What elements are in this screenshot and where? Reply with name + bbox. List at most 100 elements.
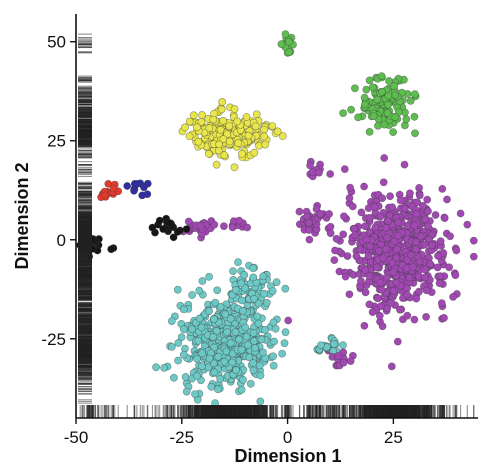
data-point-green (385, 77, 393, 85)
data-point-purple (445, 263, 453, 272)
data-point-yellow (212, 160, 221, 169)
data-point-teal (188, 291, 196, 299)
data-point-purple (392, 278, 401, 287)
data-point-green (339, 109, 347, 117)
data-point-teal (214, 352, 223, 361)
data-point-purple (410, 315, 419, 324)
data-point-purple (451, 271, 460, 280)
data-point-purple (362, 235, 371, 244)
data-point-yellow (233, 117, 242, 126)
data-point-green (281, 30, 290, 38)
data-point-yellow (185, 117, 194, 126)
data-point-purple (325, 210, 333, 218)
data-point-teal (194, 336, 203, 345)
data-point-purple (228, 223, 237, 232)
data-point-green (383, 108, 392, 117)
data-point-green (360, 100, 369, 109)
data-point-purple (469, 252, 478, 261)
data-point-purple (409, 263, 417, 272)
data-point-purple (184, 217, 193, 226)
data-point-purple (412, 238, 420, 247)
data-point-yellow (242, 113, 251, 121)
data-point-yellow (250, 148, 259, 157)
data-point-teal (198, 362, 206, 371)
data-point-purple (330, 256, 339, 264)
data-point-yellow (225, 137, 234, 146)
data-point-purple (351, 231, 359, 239)
data-point-teal (245, 353, 254, 362)
data-point-teal (235, 335, 243, 344)
data-point-purple (463, 220, 472, 229)
data-point-purple (379, 178, 388, 187)
data-point-purple (371, 223, 380, 232)
data-point-black (182, 225, 191, 233)
data-point-yellow (251, 122, 260, 131)
data-point-purple (384, 217, 393, 225)
data-point-teal (177, 333, 186, 341)
data-point-teal (152, 363, 160, 372)
data-point-purple (434, 252, 442, 260)
data-point-purple (375, 246, 383, 255)
data-point-yellow (234, 139, 243, 147)
data-point-purple (360, 321, 369, 330)
data-point-teal (209, 332, 217, 341)
data-point-purple (365, 272, 374, 280)
data-point-purple (392, 253, 401, 262)
data-point-purple (345, 194, 354, 202)
data-point-purple (396, 196, 405, 205)
data-point-purple (469, 236, 478, 245)
data-point-green (402, 115, 411, 124)
data-point-teal (237, 279, 246, 288)
data-point-purple (196, 221, 205, 230)
data-point-purple (339, 212, 348, 221)
data-point-teal (216, 302, 225, 311)
data-point-purple (376, 212, 385, 221)
left-rug (78, 33, 92, 404)
data-point-teal (205, 307, 213, 316)
data-point-purple (361, 266, 370, 275)
data-point-purple (412, 210, 421, 219)
data-point-teal (239, 306, 247, 315)
data-point-teal (270, 337, 278, 346)
data-point-teal (237, 385, 246, 394)
data-point-yellow (230, 105, 239, 113)
data-point-teal (181, 373, 190, 381)
data-point-green (406, 97, 415, 105)
data-point-green (389, 128, 397, 136)
data-point-yellow (204, 149, 213, 158)
data-point-purple (423, 221, 432, 230)
data-point-purple (405, 273, 414, 282)
data-point-teal (246, 379, 255, 388)
data-point-teal (269, 352, 277, 361)
data-point-teal (251, 343, 259, 352)
data-point-teal (210, 368, 219, 377)
data-point-purple (348, 202, 357, 211)
data-point-purple (421, 265, 429, 274)
data-point-purple (416, 232, 425, 241)
data-point-teal (240, 270, 249, 279)
data-point-green (384, 100, 392, 109)
data-point-teal (255, 361, 264, 370)
data-point-teal (280, 339, 289, 348)
data-point-purple (365, 300, 374, 309)
data-point-green (285, 48, 293, 57)
data-point-teal (249, 273, 258, 282)
data-point-green (377, 72, 386, 80)
data-point-teal (256, 397, 265, 406)
data-point-teal (268, 287, 277, 295)
data-point-teal (212, 326, 221, 335)
data-point-teal (191, 390, 199, 398)
data-point-teal (197, 323, 206, 332)
data-point-purple (352, 252, 361, 261)
data-point-purple (403, 290, 411, 299)
data-point-purple (456, 209, 465, 218)
data-point-black (148, 223, 157, 232)
data-point-black (155, 216, 164, 225)
data-point-teal (213, 286, 222, 295)
data-point-green (384, 91, 393, 100)
data-point-purple (383, 233, 392, 242)
data-point-teal (167, 317, 176, 325)
data-point-teal (281, 284, 290, 293)
data-point-purple (346, 357, 355, 365)
